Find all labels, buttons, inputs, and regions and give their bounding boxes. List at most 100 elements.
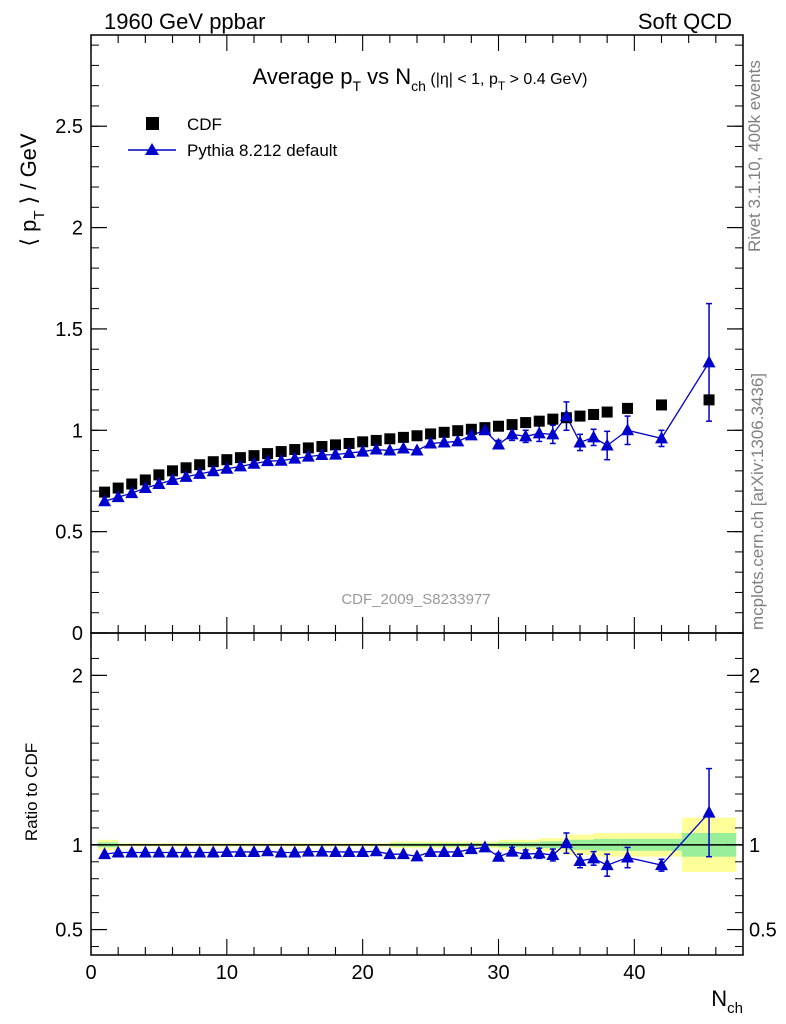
pythia-point [125, 486, 139, 499]
cdf-point [262, 448, 274, 460]
xtick-label: 10 [216, 962, 238, 984]
ratio-point [138, 845, 152, 858]
ratio-point [247, 844, 261, 857]
cdf-point [112, 482, 124, 494]
cdf-point [493, 420, 504, 432]
main-ytick-label: 2 [72, 218, 83, 240]
ratio-ytick-label: 2 [72, 665, 83, 687]
main-ytick-label: 1 [72, 420, 83, 442]
pythia-point [356, 444, 370, 457]
pythia-point [396, 441, 410, 454]
cdf-point [234, 452, 246, 464]
ratio-point [342, 844, 356, 857]
cdf-point [588, 408, 600, 420]
chart-title: Average pT vs Nch (|η| < 1, pT > 0.4 GeV… [253, 64, 588, 94]
xtick-label: 30 [487, 962, 509, 984]
pythia-point [383, 443, 397, 456]
ratio-point [492, 849, 505, 862]
pythia-point [621, 423, 635, 436]
pythia-point [166, 472, 179, 485]
ratio-point [464, 842, 478, 855]
cdf-point [302, 442, 314, 454]
cdf-point [506, 419, 518, 431]
pythia-point [410, 443, 424, 456]
ratio-point [329, 844, 342, 857]
ratio-point [478, 840, 492, 853]
pythia-point [478, 423, 492, 436]
header-right: Soft QCD [637, 9, 732, 34]
cdf-point [656, 399, 667, 411]
pythia-point [329, 447, 342, 460]
cdf-point [343, 437, 355, 449]
ratio-point [383, 847, 397, 860]
cdf-point [520, 417, 532, 429]
ratio-point [125, 845, 139, 858]
ratio-point [206, 845, 220, 858]
ratio-point [301, 844, 315, 857]
cdf-point [153, 469, 165, 481]
pythia-point [573, 435, 587, 448]
ratio-point [573, 853, 587, 866]
ratio-point [288, 845, 302, 858]
ratio-point [410, 849, 424, 862]
cdf-point [221, 454, 233, 466]
ratio-point [111, 845, 125, 858]
main-ytick-label: 2.5 [55, 116, 83, 138]
cdf-point [194, 459, 206, 471]
ratio-frame [90, 632, 744, 956]
ratio-point [233, 844, 247, 857]
ratio-series [98, 767, 716, 877]
pythia-point [288, 451, 302, 464]
ratio-point [274, 845, 288, 858]
ratio-point [220, 844, 234, 857]
legend: CDF Pythia 8.212 default [128, 115, 338, 160]
ratio-point [356, 844, 370, 857]
cdf-point [289, 444, 301, 456]
ratio-ytick-label: 0.5 [55, 920, 83, 942]
cdf-point [547, 413, 559, 425]
ratio-point [396, 847, 410, 860]
ratio-point [600, 858, 614, 871]
pythia-point [261, 454, 275, 467]
ratio-point [451, 844, 465, 857]
legend-label-pythia: Pythia 8.212 default [187, 141, 338, 160]
xtick-label: 20 [352, 962, 374, 984]
legend-label-cdf: CDF [187, 115, 222, 134]
cdf-point [330, 439, 341, 451]
main-plot-area [91, 35, 743, 633]
cdf-point [180, 462, 192, 474]
pythia-point [193, 466, 207, 479]
cdf-point [316, 441, 328, 453]
pythia-point [437, 435, 451, 448]
pythia-point [301, 449, 315, 462]
pythia-point [233, 459, 247, 472]
cdf-point [207, 456, 219, 468]
ratio-point [546, 848, 560, 861]
pythia-point [464, 428, 478, 441]
ratio-y-axis-label: Ratio to CDF [22, 743, 41, 841]
ratio-point [559, 836, 573, 849]
xtick-label: 0 [85, 962, 96, 984]
ratio-point [655, 858, 668, 871]
main-ytick-label: 1.5 [55, 319, 83, 341]
cdf-point [99, 486, 111, 498]
ratio-axis-ticks: 0.5 0.51 12 20 10 20 30 40 [55, 633, 777, 984]
main-series [98, 302, 716, 507]
pythia-point [342, 445, 356, 458]
legend-marker-cdf [146, 117, 159, 130]
cdf-point [275, 446, 287, 458]
mcplots-note: mcplots.cern.ch [arXiv:1306.3436] [748, 372, 767, 630]
pythia-point [655, 431, 668, 444]
ratio-point [315, 844, 329, 857]
ratio-ytick-label-right: 0.5 [749, 920, 777, 942]
cdf-point [167, 465, 178, 477]
pythia-point [369, 442, 383, 455]
ratio-point [621, 850, 635, 863]
pythia-point [492, 437, 505, 450]
pythia-point [532, 426, 546, 439]
pythia-point [138, 481, 152, 494]
cdf-point [397, 431, 409, 443]
analysis-watermark: CDF_2009_S8233977 [341, 591, 490, 608]
ratio-point [152, 845, 166, 858]
